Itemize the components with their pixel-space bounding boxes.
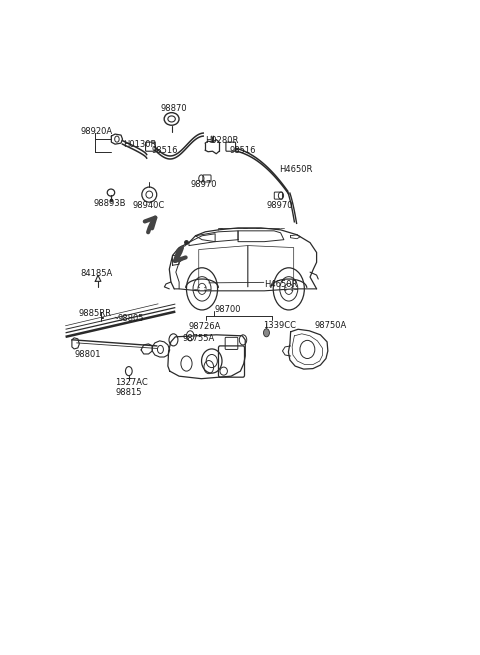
Text: 98970: 98970 [266,201,293,210]
Text: H4650R: H4650R [279,165,313,174]
Text: 98940C: 98940C [132,201,165,210]
Text: 98516: 98516 [229,145,256,155]
Text: 98805: 98805 [118,314,144,323]
Text: 98893B: 98893B [94,199,126,208]
Text: 98755A: 98755A [183,334,215,343]
Text: 98920A: 98920A [81,127,113,136]
Text: 98516: 98516 [151,145,178,155]
Text: 98700: 98700 [215,305,241,314]
Text: 98726A: 98726A [188,322,221,331]
Text: H0280R: H0280R [205,136,239,145]
Text: H4650R: H4650R [264,280,297,289]
Text: H0130R: H0130R [123,140,156,149]
Circle shape [264,329,269,337]
Text: 98801: 98801 [75,350,101,360]
Text: 1339CC: 1339CC [263,321,296,330]
Text: 9885RR: 9885RR [79,309,111,318]
Text: 84185A: 84185A [81,269,113,278]
Text: 98870: 98870 [160,104,187,113]
Text: 1327AC: 1327AC [115,378,148,386]
Text: 98750A: 98750A [315,321,347,330]
Text: 98815: 98815 [115,388,142,397]
Text: 98970: 98970 [190,180,216,189]
